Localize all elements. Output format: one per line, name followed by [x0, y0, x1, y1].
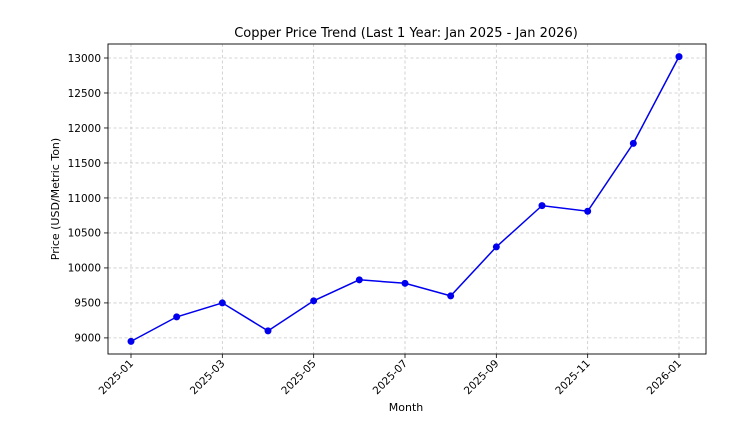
data-point	[218, 299, 226, 307]
y-tick-label: 9500	[74, 298, 101, 310]
plot-area-frame	[107, 43, 707, 355]
y-tick-label: 12500	[68, 88, 101, 100]
data-point	[355, 276, 363, 284]
y-tick-label: 10000	[68, 263, 101, 275]
data-point	[492, 243, 500, 251]
y-tick-label: 13000	[68, 53, 101, 65]
x-tick-label: 2025-05	[279, 358, 319, 398]
x-tick-label: 2025-09	[462, 358, 502, 398]
x-tick-label: 2026-01	[645, 358, 685, 398]
axis-ticks: 9000 9500 10000 10500 11000 11500 12000 12500 13…	[68, 53, 685, 397]
y-tick-label: 12000	[68, 123, 101, 135]
x-axis-label: Month	[389, 401, 424, 414]
y-tick-label: 10500	[68, 228, 101, 240]
y-tick-label: 11000	[68, 193, 101, 205]
x-tick-label: 2025-11	[553, 358, 593, 398]
data-point	[310, 297, 318, 305]
y-axis-label: Price (USD/Metric Ton)	[49, 138, 62, 260]
data-point	[584, 207, 592, 215]
y-tick-label: 9000	[74, 333, 101, 345]
data-point	[538, 202, 546, 210]
data-point	[401, 279, 409, 287]
series	[127, 53, 683, 345]
grid	[108, 44, 706, 354]
data-point	[173, 313, 181, 321]
data-point	[447, 292, 455, 300]
data-point	[127, 337, 135, 345]
x-tick-label: 2025-01	[97, 358, 137, 398]
data-point	[264, 327, 272, 335]
data-point	[629, 139, 637, 147]
x-tick-label: 2025-03	[188, 358, 228, 398]
y-tick-label: 11500	[68, 158, 101, 170]
x-tick-label: 2025-07	[371, 358, 411, 398]
chart-title: Copper Price Trend (Last 1 Year: Jan 202…	[234, 26, 578, 41]
data-point	[675, 53, 683, 61]
